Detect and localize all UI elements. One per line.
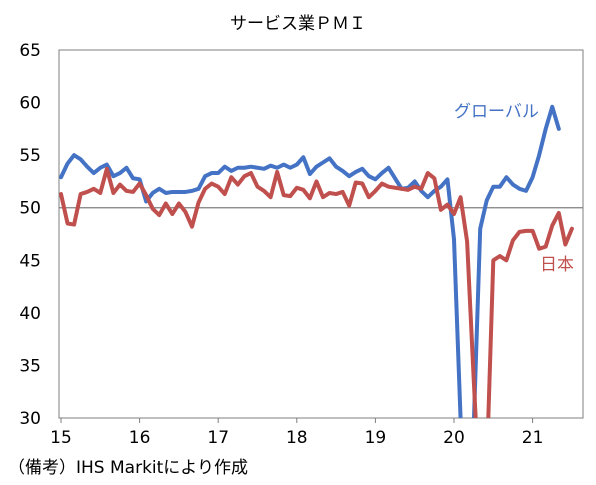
plot-area	[58, 49, 584, 419]
legend-global: グローバル	[454, 102, 539, 122]
x-axis: 15 16 17 18 19 20 21	[50, 418, 543, 448]
x-tick-label: 15	[50, 428, 72, 448]
y-tick-label: 45	[19, 251, 41, 271]
legend-japan: 日本	[540, 255, 574, 275]
y-tick-label: 55	[19, 146, 41, 166]
x-tick-label: 17	[207, 428, 229, 448]
series-lines	[59, 104, 574, 418]
x-tick-label: 16	[129, 428, 151, 448]
source-note: （備考）IHS Markitにより作成	[8, 458, 248, 478]
y-axis: 30 35 40 45 50 55 60 65	[19, 41, 41, 429]
y-tick-label: 65	[19, 41, 41, 61]
y-tick-label: 40	[19, 304, 41, 324]
y-tick-label: 50	[19, 199, 41, 219]
chart-title: サービス業ＰＭＩ	[230, 14, 366, 34]
x-tick-label: 19	[365, 428, 387, 448]
y-tick-label: 30	[19, 409, 41, 429]
x-tick-label: 21	[522, 428, 544, 448]
series-line-japan	[59, 166, 574, 418]
x-tick-label: 18	[286, 428, 308, 448]
y-tick-label: 60	[19, 94, 41, 114]
series-line-global	[59, 104, 561, 418]
y-tick-label: 35	[19, 356, 41, 376]
x-tick-label: 20	[443, 428, 465, 448]
